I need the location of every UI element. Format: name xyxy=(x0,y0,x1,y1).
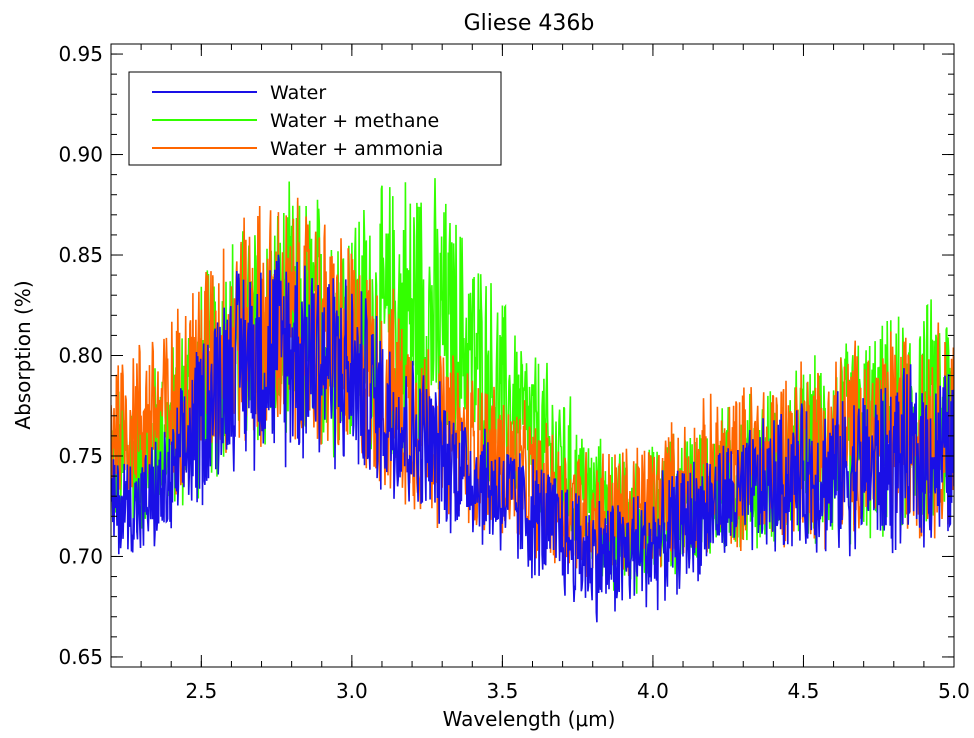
y-tick-label: 0.95 xyxy=(58,42,103,66)
x-tick-label: 4.5 xyxy=(788,679,820,703)
y-tick-label: 0.65 xyxy=(58,645,103,669)
series-layer xyxy=(111,178,954,623)
y-tick-label: 0.80 xyxy=(58,344,103,368)
y-axis-ticks: 0.65 0.70 0.75 0.80 0.85 0.90 0.95 xyxy=(58,42,954,669)
legend-label-ammonia: Water + ammonia xyxy=(270,138,443,160)
y-tick-label: 0.90 xyxy=(58,143,103,167)
y-tick-label: 0.75 xyxy=(58,444,103,468)
chart-title: Gliese 436b xyxy=(464,11,595,36)
y-tick-label: 0.70 xyxy=(58,544,103,568)
x-tick-label: 2.5 xyxy=(185,679,217,703)
x-tick-label: 5.0 xyxy=(938,679,970,703)
legend-box xyxy=(128,71,502,166)
legend-label-water: Water xyxy=(270,82,326,104)
x-tick-label: 4.0 xyxy=(637,679,669,703)
x-axis-label: Wavelength (μm) xyxy=(443,707,616,731)
legend-label-methane: Water + methane xyxy=(270,110,439,132)
x-tick-label: 3.5 xyxy=(486,679,518,703)
series-line-water xyxy=(111,254,954,623)
x-axis-ticks: 2.5 3.0 3.5 4.0 4.5 5.0 xyxy=(110,44,970,703)
y-tick-label: 0.85 xyxy=(58,243,103,267)
legend: Water Water + methane Water + ammonia xyxy=(128,71,502,166)
x-tick-label: 3.0 xyxy=(336,679,368,703)
y-axis-label: Absorption (%) xyxy=(11,280,35,429)
